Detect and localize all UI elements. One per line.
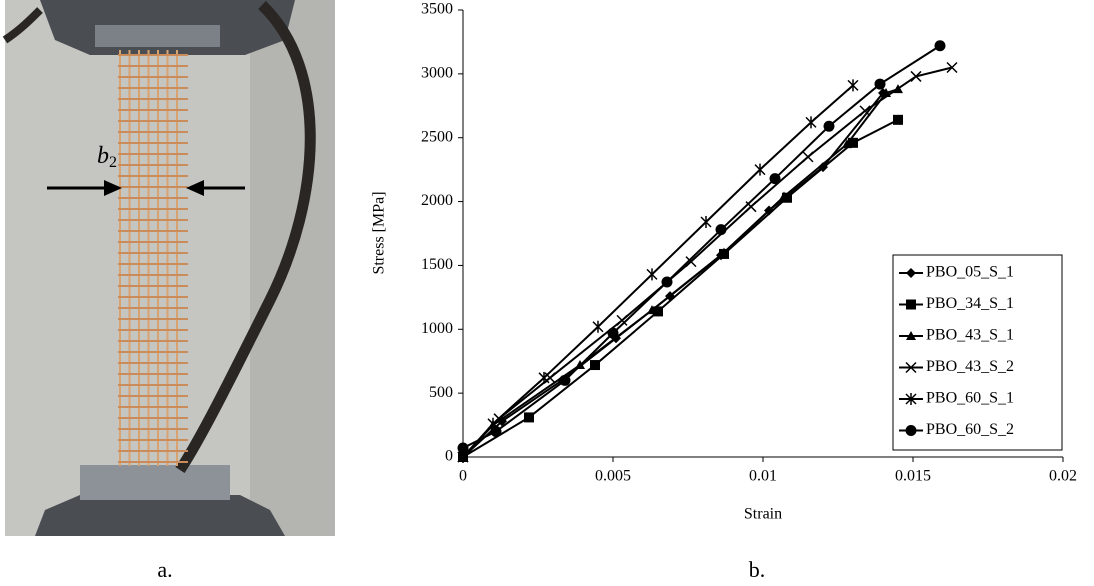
marker bbox=[715, 224, 727, 236]
panel-label: b. bbox=[749, 557, 766, 582]
y-tick-label: 0 bbox=[445, 448, 453, 465]
series-line bbox=[462, 118, 899, 458]
marker bbox=[490, 425, 502, 437]
y-tick-label: 3500 bbox=[421, 1, 453, 18]
legend-marker bbox=[905, 361, 917, 374]
legend-box bbox=[892, 254, 1063, 451]
marker bbox=[934, 40, 946, 52]
marker bbox=[874, 78, 886, 90]
y-tick-label: 3000 bbox=[421, 65, 453, 82]
y-tick-label: 1500 bbox=[421, 256, 453, 273]
bottom-grip bbox=[35, 495, 285, 536]
marker bbox=[754, 163, 766, 176]
bottom-clamp bbox=[80, 465, 230, 500]
legend-marker bbox=[906, 268, 916, 278]
marker bbox=[457, 442, 469, 454]
photo-wall bbox=[250, 0, 335, 536]
y-tick-label: 2000 bbox=[421, 192, 453, 209]
marker bbox=[592, 320, 604, 333]
marker bbox=[538, 371, 550, 384]
legend-marker bbox=[906, 331, 916, 340]
legend-label: PBO_60_S_2 bbox=[926, 421, 1014, 438]
mesh bbox=[118, 50, 188, 466]
marker bbox=[719, 247, 729, 257]
marker bbox=[653, 306, 663, 317]
legend-marker bbox=[906, 299, 916, 310]
marker bbox=[559, 374, 571, 386]
arrow-head bbox=[104, 180, 122, 196]
marker bbox=[893, 114, 903, 125]
legend-label: PBO_60_S_1 bbox=[926, 390, 1014, 407]
marker bbox=[700, 216, 712, 229]
marker bbox=[745, 201, 757, 213]
marker bbox=[661, 276, 673, 288]
legend-label: PBO_43_S_1 bbox=[926, 327, 1014, 344]
marker bbox=[842, 139, 852, 149]
cable bbox=[2, 7, 43, 44]
series-line bbox=[462, 44, 941, 449]
marker bbox=[685, 256, 697, 268]
x-tick-label: 0 bbox=[459, 468, 467, 485]
legend-label: PBO_05_S_1 bbox=[926, 264, 1014, 281]
marker bbox=[823, 120, 835, 132]
marker bbox=[859, 105, 871, 117]
arrow-head bbox=[186, 180, 204, 196]
x-tick-label: 0.015 bbox=[895, 468, 931, 485]
legend-label: PBO_43_S_2 bbox=[926, 358, 1014, 375]
marker bbox=[848, 137, 858, 148]
x-tick-label: 0.01 bbox=[749, 468, 777, 485]
y-axis-label: Stress [MPa] bbox=[371, 191, 388, 274]
marker bbox=[590, 360, 600, 371]
y-tick-label: 500 bbox=[429, 384, 453, 401]
marker bbox=[769, 173, 781, 185]
marker bbox=[805, 116, 817, 129]
marker bbox=[524, 412, 534, 423]
series-line bbox=[462, 88, 899, 458]
panel-label: a. bbox=[157, 557, 172, 582]
top-clamp bbox=[95, 25, 220, 47]
annotation-base: b bbox=[97, 143, 109, 169]
marker bbox=[802, 151, 814, 163]
marker bbox=[847, 79, 859, 92]
marker bbox=[616, 314, 628, 326]
x-axis-label: Strain bbox=[744, 506, 782, 523]
cable bbox=[175, 1, 316, 474]
marker bbox=[607, 327, 619, 339]
marker bbox=[779, 191, 789, 201]
photo: b2 bbox=[2, 0, 335, 536]
annotation: b2 bbox=[97, 143, 117, 171]
x-tick-label: 0.02 bbox=[1049, 468, 1077, 485]
marker bbox=[910, 70, 922, 82]
legend-marker bbox=[905, 425, 917, 436]
marker bbox=[647, 305, 657, 315]
legend-marker bbox=[905, 393, 917, 405]
annotation-sub: 2 bbox=[109, 154, 117, 171]
y-tick-label: 1000 bbox=[421, 320, 453, 337]
marker bbox=[646, 268, 658, 281]
marker bbox=[946, 61, 958, 74]
y-tick-label: 2500 bbox=[421, 128, 453, 145]
x-tick-label: 0.005 bbox=[595, 468, 631, 485]
legend-label: PBO_34_S_1 bbox=[926, 295, 1014, 312]
